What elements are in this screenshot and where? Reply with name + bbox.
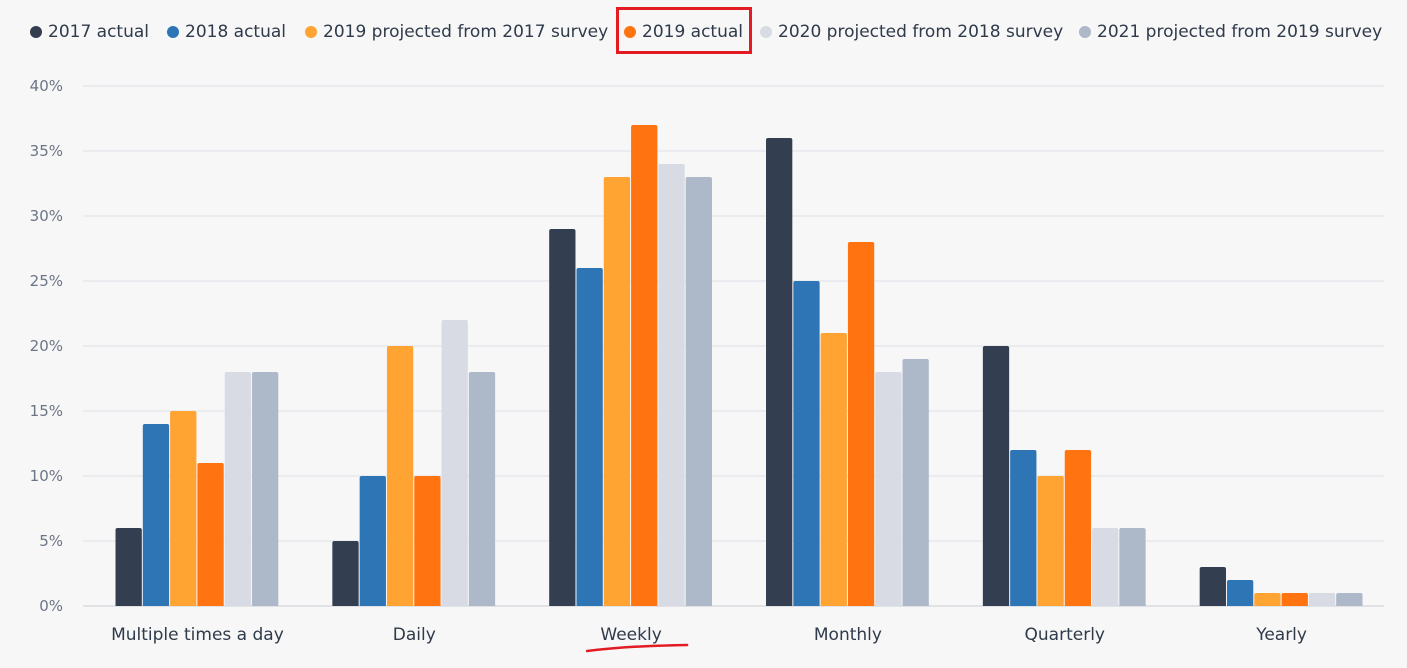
legend-swatch-icon [30,26,42,38]
bar-multiple-times-a-day-series-3[interactable] [170,411,197,606]
y-tick-label: 40% [30,77,63,95]
x-tick-label: Monthly [814,625,882,645]
bar-monthly-series-2[interactable] [793,281,820,606]
legend-item-2[interactable]: 2018 actual [167,18,286,46]
y-tick-label: 35% [30,142,63,160]
bar-yearly-series-5[interactable] [1308,593,1336,606]
bar-daily-series-1[interactable] [332,541,359,606]
bar-yearly-series-1[interactable] [1199,567,1226,606]
y-tick-label: 30% [30,207,63,225]
y-tick-label: 5% [39,532,63,550]
legend-swatch-icon [624,26,636,38]
bar-daily-series-2[interactable] [359,476,386,606]
bar-yearly-series-6[interactable] [1336,593,1363,606]
bar-multiple-times-a-day-series-4[interactable] [197,463,224,606]
legend-label: 2018 actual [185,22,287,42]
y-tick-label: 25% [30,272,63,290]
x-tick-label: Yearly [1255,625,1307,645]
bar-weekly-series-1[interactable] [549,229,576,606]
bar-daily-series-3[interactable] [386,346,414,606]
legend-item-6[interactable]: 2021 projected from 2019 survey [1079,18,1382,46]
y-tick-label: 20% [30,337,63,355]
bar-monthly-series-1[interactable] [766,138,793,606]
y-tick-label: 10% [30,467,63,485]
bar-quarterly-series-2[interactable] [1010,450,1037,606]
x-tick-label: Quarterly [1025,625,1105,645]
bar-daily-series-4[interactable] [414,476,441,606]
legend-label: 2017 actual [48,22,150,42]
bar-quarterly-series-6[interactable] [1119,528,1146,606]
legend-swatch-icon [760,26,772,38]
legend-swatch-icon [305,26,317,38]
bar-monthly-series-4[interactable] [847,242,875,606]
legend-swatch-icon [1079,26,1091,38]
x-tick-label: Multiple times a day [111,625,284,645]
legend-label: 2019 projected from 2017 survey [323,22,609,42]
x-tick-label: Daily [393,625,436,645]
bar-daily-series-5[interactable] [441,320,468,606]
bar-quarterly-series-1[interactable] [982,346,1010,606]
bar-weekly-series-4[interactable] [631,125,658,606]
bar-weekly-series-6[interactable] [685,177,712,606]
legend-item-5[interactable]: 2020 projected from 2018 survey [760,18,1063,46]
bar-yearly-series-4[interactable] [1281,593,1308,606]
x-tick-label: Weekly [600,625,661,645]
legend-label: 2021 projected from 2019 survey [1097,22,1383,42]
bar-weekly-series-2[interactable] [576,268,603,606]
legend-highlight-box [616,7,752,54]
bar-monthly-series-3[interactable] [820,333,847,606]
chart-legend: 2017 actual 2018 actual 2019 projected fro… [0,0,1407,62]
y-tick-label: 15% [30,402,63,420]
legend-label: 2019 actual [642,22,744,42]
bar-multiple-times-a-day-series-6[interactable] [252,372,279,606]
legend-label: 2020 projected from 2018 survey [778,22,1064,42]
bar-multiple-times-a-day-series-5[interactable] [224,372,252,606]
bar-weekly-series-3[interactable] [603,177,631,606]
bar-yearly-series-3[interactable] [1254,593,1281,606]
y-tick-label: 0% [39,597,63,615]
bar-quarterly-series-3[interactable] [1037,476,1064,606]
bar-yearly-series-2[interactable] [1226,580,1254,606]
legend-item-4[interactable]: 2019 actual [624,18,743,46]
bar-quarterly-series-4[interactable] [1064,450,1092,606]
bar-daily-series-6[interactable] [468,372,496,606]
bar-monthly-series-5[interactable] [875,372,902,606]
legend-item-1[interactable]: 2017 actual [30,18,149,46]
bar-multiple-times-a-day-series-1[interactable] [115,528,142,606]
bar-weekly-series-5[interactable] [658,164,685,606]
legend-item-3[interactable]: 2019 projected from 2017 survey [305,18,608,46]
bar-monthly-series-6[interactable] [902,359,929,606]
bar-multiple-times-a-day-series-2[interactable] [142,424,170,606]
legend-swatch-icon [167,26,179,38]
bar-quarterly-series-5[interactable] [1092,528,1119,606]
weekly-underline-annotation [585,643,689,653]
